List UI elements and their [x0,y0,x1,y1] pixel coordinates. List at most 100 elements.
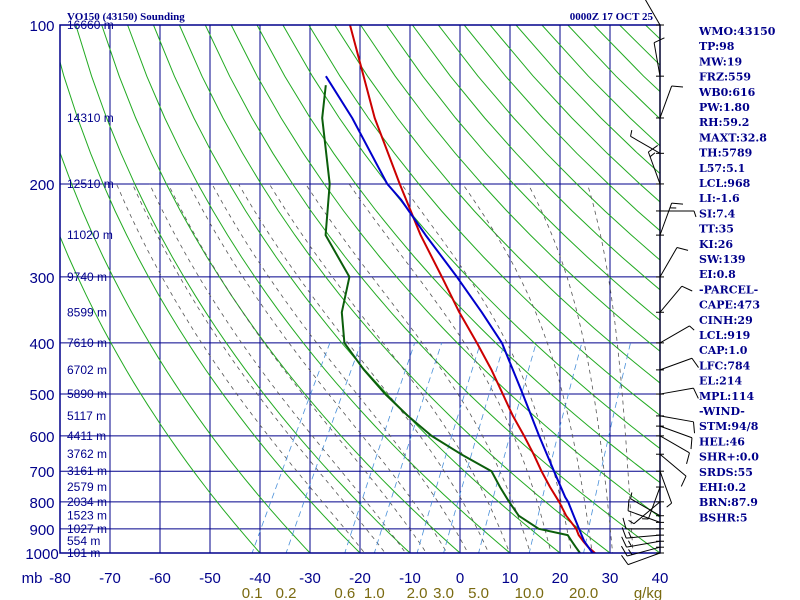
wind-barb [656,357,699,371]
pressure-label-800: 800 [29,495,54,512]
mixing-ratio-line-20 [583,342,631,553]
dry-adiabat-120 [411,25,660,291]
temperature-profile [349,25,596,553]
wind-barb-flag [620,545,628,557]
moist-adiabat-8 [238,183,490,553]
wind-barb-flag [648,145,658,153]
wind-barb-flag [621,555,629,565]
wind-barb-staff [659,325,690,344]
mixing-ratio-label-0-2: 0.2 [276,585,297,600]
height-label: 11020 m [67,228,113,242]
wind-barb [653,37,665,77]
wind-barb [621,552,664,566]
moist-adiabat-16 [305,183,531,553]
temperature-label-40: 40 [652,570,669,587]
dry-adiabat-50 [230,25,660,518]
wind-barb-half-flag [693,210,697,218]
dry-adiabat-130 [437,25,660,261]
wind-barb [656,453,687,487]
index-bshr-5: BSHR:5 [699,511,748,524]
wind-barb [647,145,664,185]
wind-barb-staff [627,546,661,557]
moist-adiabat-16 [116,183,366,553]
wind-barb [621,536,664,548]
dry-adiabat-170 [541,25,660,147]
index-maxt-32-8: MAXT:32.8 [699,131,767,144]
index-parcel: -PARCEL- [699,283,758,296]
dry-adiabat-10 [127,25,511,553]
height-label: 3762 m [67,447,107,461]
background-lines [60,25,800,564]
wind-barb-staff [627,552,661,566]
wind-barb-flag [627,499,630,511]
dry-adiabat-180 [567,25,660,120]
height-label: 8599 m [67,305,107,319]
wind-barb-staff [659,387,694,395]
wind-profile [620,0,699,566]
index-el-214: EL:214 [699,375,742,388]
moist-adiabat-8 [149,183,407,553]
wind-barb-half-flag [627,540,632,547]
wind-barb-staff [659,471,673,504]
moist-adiabat-32 [527,183,614,553]
wind-barb-half-flag [689,325,695,331]
wind-barb-flag [671,85,684,88]
dry-adiabat-260 [775,25,800,564]
wind-barb [621,527,664,539]
dry-adiabat-70 [282,25,660,450]
temperature-label-50: -50 [199,570,221,587]
wind-barb-flag [621,527,627,539]
wind-barb-flag [621,536,627,548]
parcel-profile [325,75,594,553]
index-th-5789: TH:5789 [699,147,752,160]
wind-barb-half-flag [628,519,635,525]
wind-barb [630,130,664,154]
temperature-label-30: -30 [299,570,321,587]
temperature-label-20: 20 [552,570,569,587]
index-cape-473: CAPE:473 [699,299,760,312]
index-wind: -WIND- [699,405,745,418]
index-shr-0-0: SHR+:0.0 [699,451,759,464]
index-mpl-114: MPL:114 [699,390,755,403]
moist-adiabat-12 [132,183,386,553]
wind-barb [627,499,664,523]
wind-barb-staff [659,247,678,278]
temperature-label-80: -80 [49,570,71,587]
pressure-label-400: 400 [29,336,54,353]
index-ei-0-8: EI:0.8 [699,268,736,281]
wind-barb [656,246,689,278]
wind-barb-flag [680,475,687,487]
station-title: VO150 (43150) Sounding [67,11,185,23]
mixing-ratio-label-5: 5.0 [468,585,489,600]
stability-indices-panel: WMO:43150 TP:98 MW:19 FRZ:559 WB0:616 PW:1.80… [698,25,776,524]
pressure-label-100: 100 [29,18,54,35]
mixing-ratio-line-0-1 [251,342,331,553]
moist-adiabat-24 [400,183,573,553]
wind-barb-flag [690,437,693,450]
height-label: 1027 m [67,522,107,536]
index-wmo-43150: WMO:43150 [698,25,776,38]
wind-barb [656,210,697,218]
temperature-label-10: -10 [399,570,421,587]
wind-barb [656,325,695,344]
index-stm-94-8: STM:94/8 [699,420,759,433]
height-label: 7610 m [67,336,107,350]
sounding-profiles [321,25,596,553]
pressure-label-900: 900 [29,522,54,539]
sounding-timestamp: 0000Z 17 OCT 25 [570,11,654,23]
index-lcl-919: LCL:919 [699,329,750,342]
pressure-unit-label: mb [22,570,43,587]
wind-barb-staff [630,135,661,154]
temperature-label-10: 10 [502,570,519,587]
dry-adiabat-90 [334,25,660,384]
wind-barb-staff [659,285,683,313]
wind-barb-staff [627,510,661,523]
index-lfc-784: LFC:784 [699,359,751,372]
wind-barb-flag [653,37,665,44]
height-label: 14310 m [67,111,114,125]
height-label: 1523 m [67,509,107,523]
wind-barb-flag [693,387,699,399]
wind-barb [656,415,696,434]
index-sw-139: SW:139 [699,253,746,266]
